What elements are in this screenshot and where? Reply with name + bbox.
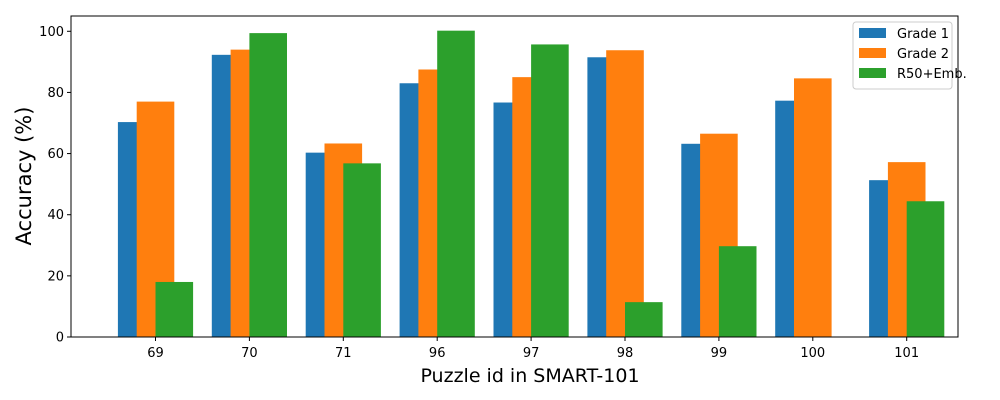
legend-swatch: [859, 48, 886, 58]
legend-label: Grade 2: [897, 47, 949, 62]
x-tick-label: 71: [335, 346, 352, 361]
bar-grade-2-98: [606, 50, 644, 338]
x-tick-label: 70: [241, 346, 258, 361]
bar-r50-emb-69: [155, 281, 194, 337]
bar-r50-emb-71: [343, 163, 381, 337]
bar-r50-emb-70: [249, 33, 287, 338]
x-tick-label: 69: [147, 346, 164, 361]
x-tick-label: 98: [617, 346, 634, 361]
y-tick-label: 40: [47, 208, 64, 223]
bar-r50-emb-99: [718, 246, 757, 337]
x-tick-label: 100: [800, 346, 825, 361]
y-tick-label: 20: [47, 269, 64, 284]
bar-r50-emb-97: [531, 44, 569, 338]
legend-label: Grade 1: [897, 27, 949, 42]
x-tick-label: 96: [429, 346, 446, 361]
y-tick-label: 0: [56, 331, 64, 346]
y-tick-label: 100: [39, 25, 64, 40]
y-tick-label: 60: [47, 147, 64, 162]
axes-layer: 69 70 71 96 97 98 99 100 101 0 20 40 60 80 100: [39, 15, 959, 361]
legend: Grade 1 Grade 2 R50+Emb.: [852, 21, 967, 90]
x-axis-title: Puzzle id in SMART-101: [420, 365, 639, 387]
bar-grade-2-100: [794, 78, 832, 338]
y-axis-title: Accuracy (%): [12, 107, 36, 246]
x-tick-label: 101: [894, 346, 919, 361]
legend-swatch: [859, 68, 886, 78]
x-tick-label: 99: [711, 346, 728, 361]
plot-frame: [70, 15, 959, 338]
bar-r50-emb-101: [906, 201, 945, 337]
legend-swatch: [859, 28, 886, 38]
bar-r50-emb-98: [625, 302, 663, 337]
x-tick-label: 97: [523, 346, 540, 361]
y-tick-label: 80: [47, 86, 64, 101]
legend-label: R50+Emb.: [897, 67, 967, 82]
bars-layer: [117, 30, 945, 338]
bar-r50-emb-96: [437, 30, 475, 337]
